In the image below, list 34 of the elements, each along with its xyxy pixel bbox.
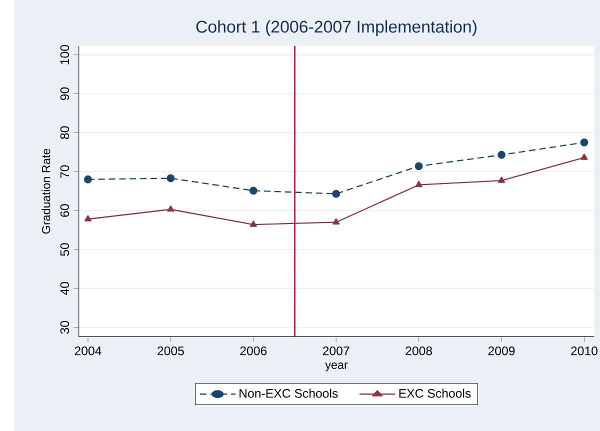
x-tick-label: 2005 <box>158 346 184 356</box>
point <box>166 174 175 182</box>
point <box>498 176 506 183</box>
y-tick-label: 100 <box>60 44 70 64</box>
y-tick-label: 30 <box>60 320 70 334</box>
point <box>84 175 92 184</box>
legend-label: EXC Schools <box>399 388 471 398</box>
point <box>498 150 506 159</box>
y-tick-label: 50 <box>60 242 70 256</box>
x-tick-label: 2006 <box>240 346 267 356</box>
point <box>580 138 588 146</box>
x-axis-title: year <box>325 362 348 372</box>
point <box>332 218 340 224</box>
chart-title: Cohort 1 (2006-2007 Implementation) <box>196 20 476 36</box>
y-tick-label: 40 <box>60 282 70 295</box>
point <box>250 220 257 227</box>
point <box>415 180 422 187</box>
y-tick-label: 60 <box>60 204 70 217</box>
x-tick-label: 2009 <box>488 346 515 356</box>
point <box>167 205 174 212</box>
y-tick-label: 90 <box>60 87 70 100</box>
point <box>332 190 340 198</box>
x-tick-label: 2008 <box>406 346 432 356</box>
y-tick-label: 70 <box>60 165 70 178</box>
x-tick-label: 2004 <box>74 346 102 356</box>
x-tick-label: 2007 <box>322 346 350 356</box>
point <box>580 153 588 160</box>
point <box>414 162 423 170</box>
point <box>249 186 258 194</box>
point <box>84 214 92 222</box>
y-tick-label: 80 <box>60 126 70 139</box>
legend-label: Non-EXC Schools <box>240 388 338 398</box>
y-axis-title: Graduation Rate <box>42 148 50 234</box>
x-tick-label: 2010 <box>571 346 598 356</box>
